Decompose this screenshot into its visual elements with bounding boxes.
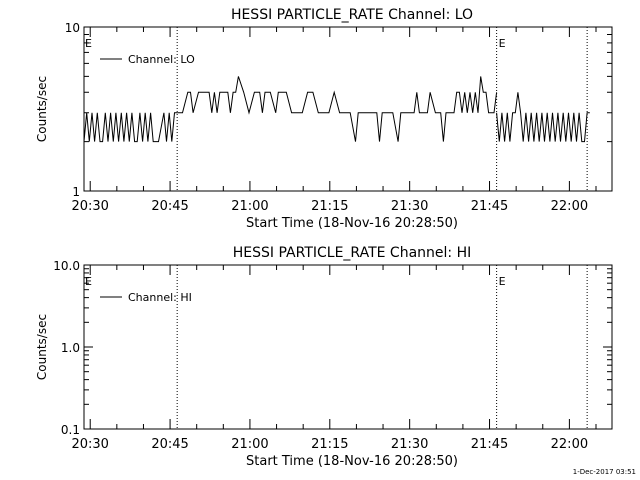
panel-2-x-tick-label: 21:00 xyxy=(231,437,268,452)
panel-1-event-marker-label: E xyxy=(499,37,506,50)
panel-1-legend-label: Channel: LO xyxy=(128,53,195,66)
panel-2-event-marker-label: E xyxy=(499,275,506,288)
panel-2-y-tick-label: 1.0 xyxy=(61,341,80,355)
panel-1-x-tick-label: 21:45 xyxy=(471,199,508,214)
panel-2-x-tick-label: 21:30 xyxy=(391,437,428,452)
panel-2-x-tick-label: 22:00 xyxy=(551,437,588,452)
panel-2-x-tick-label: 21:15 xyxy=(311,437,348,452)
panel-2-chart-title: HESSI PARTICLE_RATE Channel: HI xyxy=(233,245,471,261)
panel-1-x-tick-label: 21:00 xyxy=(231,199,268,214)
panel-1-plot-frame xyxy=(83,26,613,192)
panel-2-legend-label: Channel: HI xyxy=(128,291,192,304)
panel-1-left-event-label: E xyxy=(85,37,92,50)
panel-1-x-tick-label: 21:30 xyxy=(391,199,428,214)
chart-panel-2: HESSI PARTICLE_RATE Channel: HI Counts/se… xyxy=(35,245,613,469)
panel-1-x-tick-label: 21:15 xyxy=(311,199,348,214)
panel-2-x-tick-label: 20:45 xyxy=(151,437,188,452)
panel-1-series-line xyxy=(496,92,590,143)
panel-2-plot-frame xyxy=(83,264,613,430)
panel-2-x-tick-label: 21:45 xyxy=(471,437,508,452)
panel-1-y-axis-label: Counts/sec xyxy=(35,76,49,142)
panel-2-y-axis-label: Counts/sec xyxy=(35,314,49,380)
panel-1-x-tick-label: 20:45 xyxy=(151,199,188,214)
plot-timestamp: 1-Dec-2017 03:51 xyxy=(573,468,636,476)
panel-1-x-tick-label: 22:00 xyxy=(551,199,588,214)
panel-2-left-event-label: E xyxy=(85,275,92,288)
panel-1-series-line xyxy=(83,112,178,143)
panel-2-x-axis-label: Start Time (18-Nov-16 20:28:50) xyxy=(246,454,458,469)
panel-2-y-tick-label: 0.1 xyxy=(61,423,80,437)
panel-1-series-line xyxy=(177,76,498,142)
panel-2-y-tick-label: 10.0 xyxy=(53,259,80,273)
panel-1-y-tick-label: 1 xyxy=(72,185,80,199)
panel-1-y-tick-label: 10 xyxy=(65,21,80,35)
chart-panel-1: HESSI PARTICLE_RATE Channel: LO Counts/se… xyxy=(35,7,613,231)
panel-1-x-tick-label: 20:30 xyxy=(71,199,108,214)
panel-2-x-tick-label: 20:30 xyxy=(71,437,108,452)
panel-1-x-axis-label: Start Time (18-Nov-16 20:28:50) xyxy=(246,216,458,231)
panel-1-chart-title: HESSI PARTICLE_RATE Channel: LO xyxy=(231,7,473,23)
